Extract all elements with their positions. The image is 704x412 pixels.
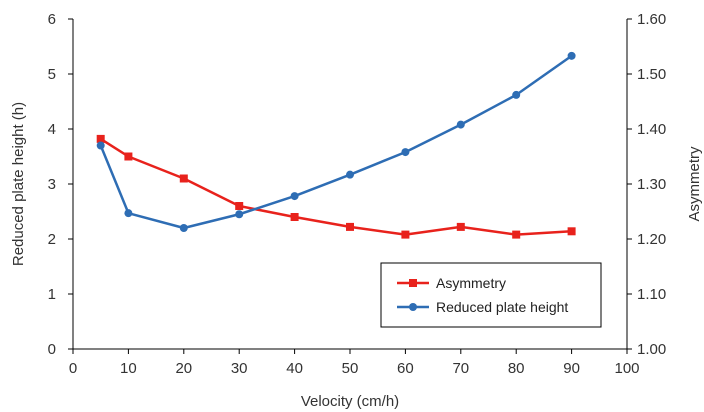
legend-asymmetry-swatch-marker xyxy=(409,279,417,287)
legend-box xyxy=(380,262,602,328)
x-tick-label: 50 xyxy=(342,360,359,377)
axes: 0 10 20 30 40 50 60 70 80 90 100 0 1 2 3 4 5 6 1.00 1.10 1.2… xyxy=(48,11,667,377)
x-tick-label: 70 xyxy=(452,360,469,377)
asymmetry-point xyxy=(512,230,521,239)
x-tick-label: 60 xyxy=(397,360,414,377)
asymmetry-line xyxy=(100,137,572,236)
y-left-tick-label: 6 xyxy=(48,11,56,28)
y-axis-left-title: Reduced plate height (h) xyxy=(10,102,27,266)
reduced-plate-height-point xyxy=(235,210,244,219)
reduced-plate-height-point xyxy=(124,209,133,218)
reduced-plate-height-point xyxy=(96,141,105,150)
reduced-plate-height-point xyxy=(346,170,354,179)
x-tick-label: 20 xyxy=(175,360,192,377)
asymmetry-point xyxy=(179,174,188,183)
y-left-tick-label: 3 xyxy=(48,176,56,193)
asymmetry-point xyxy=(456,222,465,231)
reduced-plate-height-point xyxy=(401,148,410,157)
reduced-plate-height-line xyxy=(99,54,573,230)
reduced-plate-height-point xyxy=(512,90,521,99)
reduced-plate-height-point xyxy=(567,51,576,60)
y-right-tick-label: 1.30 xyxy=(637,176,666,193)
asymmetry-point xyxy=(567,227,576,236)
x-tick-label: 90 xyxy=(563,360,580,377)
asymmetry-point xyxy=(96,134,105,143)
y-right-tick-label: 1.20 xyxy=(637,231,666,248)
y-left-tick-label: 4 xyxy=(48,121,56,138)
asymmetry-point xyxy=(290,213,299,221)
asymmetry-point xyxy=(346,222,354,231)
y-right-tick-label: 1.10 xyxy=(637,286,666,303)
y-right-tick-label: 1.00 xyxy=(637,341,666,358)
legend-asymmetry-label: Asymmetry xyxy=(436,275,506,291)
asymmetry-point xyxy=(124,152,133,161)
y-left-tick-label: 2 xyxy=(48,231,56,248)
x-axis-title: Velocity (cm/h) xyxy=(301,393,399,410)
y-right-tick-label: 1.40 xyxy=(637,121,666,138)
legend-reduced-plate-height-swatch-marker xyxy=(409,303,417,311)
asymmetry-point xyxy=(235,202,244,210)
x-tick-label: 80 xyxy=(508,360,525,377)
asymmetry-point xyxy=(401,230,410,239)
x-tick-label: 0 xyxy=(69,360,77,377)
reduced-plate-height-point xyxy=(456,120,465,129)
y-right-tick-label: 1.60 xyxy=(637,11,666,28)
legend-reduced-plate-height-label: Reduced plate height xyxy=(436,299,568,315)
y-left-tick-label: 0 xyxy=(48,341,56,358)
y-right-tick-label: 1.50 xyxy=(637,66,666,83)
reduced-plate-height-point xyxy=(179,224,188,232)
x-tick-label: 40 xyxy=(286,360,303,377)
x-tick-label: 100 xyxy=(614,360,639,377)
y-left-tick-label: 5 xyxy=(48,66,56,83)
legend: Asymmetry Reduced plate height xyxy=(380,262,602,328)
y-axis-right-title: Asymmetry xyxy=(686,146,703,222)
y-left-tick-label: 1 xyxy=(48,286,56,303)
series-layer xyxy=(96,51,576,239)
x-tick-label: 30 xyxy=(231,360,248,377)
x-tick-label: 10 xyxy=(120,360,137,377)
reduced-plate-height-point xyxy=(290,192,299,201)
